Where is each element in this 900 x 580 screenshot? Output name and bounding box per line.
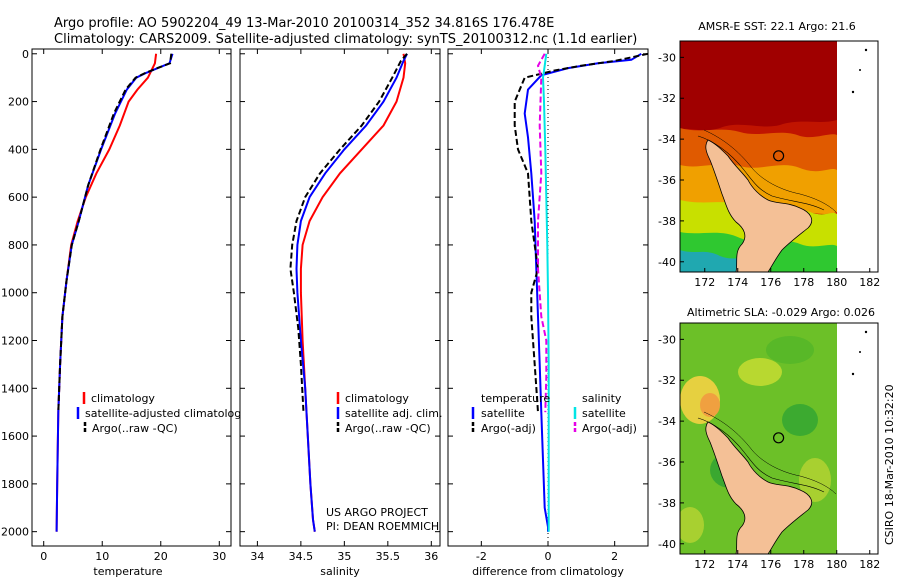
- x-tick-label: 182: [859, 558, 880, 571]
- y-tick-label: 0: [22, 48, 29, 61]
- salinity-panel: 34 34.5 35 35.5 36 salinity climatology sate…: [239, 48, 442, 578]
- temperature-legend: climatology satellite-adjusted climatolo…: [76, 392, 248, 435]
- temperature-axes-frame: [31, 48, 232, 547]
- y-tick-label: -36: [658, 174, 676, 187]
- sla-map-title: Altimetric SLA: -0.029 Argo: 0.026: [687, 306, 875, 319]
- y-tick-label: 1200: [1, 335, 29, 348]
- x-tick-label: 30: [212, 550, 226, 563]
- y-tick-label: -40: [658, 538, 676, 551]
- legend-salinity-heading: salinity: [582, 392, 622, 405]
- legend-temperature-heading: temperature: [481, 392, 550, 405]
- x-tick-label: 176: [760, 276, 781, 289]
- pi-annotation: PI: DEAN ROEMMICH: [326, 520, 439, 533]
- x-tick-label: 174: [727, 276, 748, 289]
- y-tick-label: 200: [8, 96, 29, 109]
- series-salinity-satellite: [541, 53, 550, 532]
- series-argo-raw-qc-: [289, 53, 408, 413]
- argo-location-marker: [772, 150, 785, 162]
- header-line2: Climatology: CARS2009. Satellite-adjuste…: [54, 32, 637, 47]
- x-tick-label: 10: [95, 550, 109, 563]
- x-tick-label: 178: [793, 276, 814, 289]
- x-tick-label: 174: [727, 558, 748, 571]
- x-tick-label: 20: [154, 550, 168, 563]
- sst-map-panel: AMSR-E SST: 22.1 Argo: 21.6 172 174 176 178…: [658, 20, 880, 289]
- y-tick-label: -34: [658, 133, 676, 146]
- difference-panel: -2 0 2 difference from climatology tempera…: [447, 48, 649, 578]
- salinity-x-label: salinity: [320, 565, 360, 578]
- y-tick-label: 1800: [1, 478, 29, 491]
- sla-map-field: [680, 323, 878, 554]
- argo-location-marker: [772, 432, 785, 444]
- x-tick-label: 34: [250, 550, 264, 563]
- y-tick-label: -32: [658, 92, 676, 105]
- legend-temp-argo-label: Argo(-adj): [481, 422, 536, 435]
- y-tick-label: 400: [8, 143, 29, 156]
- legend-climatology-label: climatology: [345, 392, 409, 405]
- credit-timestamp: CSIRO 18-Mar-2010 10:32:20: [883, 384, 896, 545]
- sst-map-title: AMSR-E SST: 22.1 Argo: 21.6: [698, 20, 856, 33]
- x-tick-label: 34.5: [289, 550, 314, 563]
- salinity-axes-frame: [239, 48, 441, 547]
- series-salinity-argo-adj-: [536, 53, 548, 413]
- legend-sal-argo-label: Argo(-adj): [582, 422, 637, 435]
- series-argo-raw-qc-: [57, 53, 173, 413]
- legend-argo-label: Argo(..raw -QC): [92, 422, 178, 435]
- difference-legend: temperature satellite Argo(-adj) salinit…: [471, 392, 637, 435]
- x-tick-label: 0: [40, 550, 47, 563]
- sla-map-panel: Altimetric SLA: -0.029 Argo: 0.026 172 17…: [658, 306, 880, 571]
- sst-map-field: [680, 41, 878, 272]
- legend-temp-satellite-label: satellite: [481, 407, 525, 420]
- x-tick-label: 172: [694, 276, 715, 289]
- series-temperature-argo-adj-: [513, 52, 649, 413]
- y-tick-label: 1400: [1, 382, 29, 395]
- legend-sal-satellite-label: satellite: [582, 407, 626, 420]
- y-tick-label: -32: [658, 374, 676, 387]
- header-line1: Argo profile: AO 5902204_49 13-Mar-2010 …: [54, 16, 554, 31]
- salinity-legend: climatology satellite adj. clim. Argo(..…: [336, 392, 442, 435]
- series-satellite-adj-clim-: [295, 53, 408, 532]
- y-tick-label: -38: [658, 215, 676, 228]
- x-tick-label: 2: [611, 550, 618, 563]
- difference-x-label: difference from climatology: [472, 565, 624, 578]
- y-tick-label: -34: [658, 415, 676, 428]
- x-tick-label: 178: [793, 558, 814, 571]
- temperature-panel: 0 200 400 600 800 1000 1200 1400 1600 1800 2000 0 1…: [1, 48, 248, 578]
- x-tick-label: 182: [859, 276, 880, 289]
- x-tick-label: 180: [826, 276, 847, 289]
- legend-satellite-label: satellite adj. clim.: [345, 407, 442, 420]
- y-tick-label: 800: [8, 239, 29, 252]
- legend-argo-label: Argo(..raw -QC): [345, 422, 431, 435]
- x-tick-label: -2: [476, 550, 487, 563]
- y-tick-label: -38: [658, 497, 676, 510]
- temperature-x-label: temperature: [93, 565, 162, 578]
- x-tick-label: 176: [760, 558, 781, 571]
- y-tick-label: 600: [8, 191, 29, 204]
- x-tick-label: 36: [424, 550, 438, 563]
- y-tick-label: 1000: [1, 287, 29, 300]
- x-tick-label: 172: [694, 558, 715, 571]
- legend-climatology-label: climatology: [91, 392, 155, 405]
- y-tick-label: -40: [658, 256, 676, 269]
- y-tick-label: 2000: [1, 526, 29, 539]
- legend-satellite-label: satellite-adjusted climatology: [85, 407, 248, 420]
- x-tick-label: 180: [826, 558, 847, 571]
- y-tick-label: 1600: [1, 430, 29, 443]
- y-tick-label: -30: [658, 333, 676, 346]
- x-tick-label: 35: [337, 550, 351, 563]
- x-tick-label: 35.5: [376, 550, 401, 563]
- y-tick-label: -30: [658, 51, 676, 64]
- y-tick-label: -36: [658, 456, 676, 469]
- project-annotation: US ARGO PROJECT: [326, 506, 428, 519]
- x-tick-label: 0: [545, 550, 552, 563]
